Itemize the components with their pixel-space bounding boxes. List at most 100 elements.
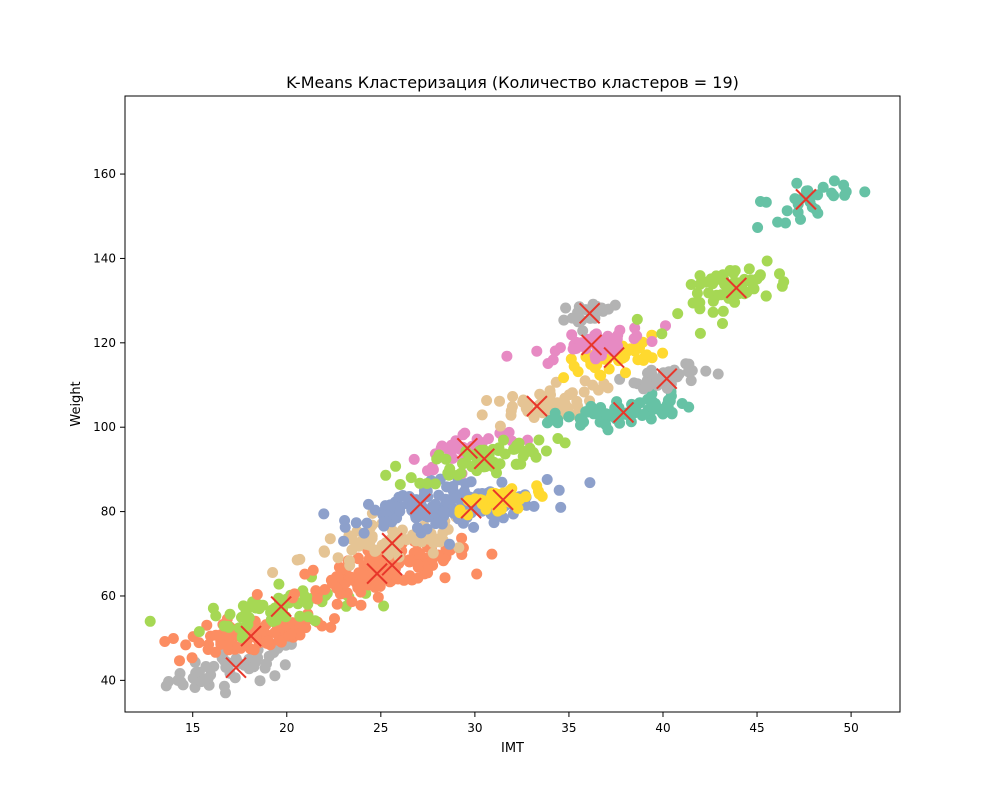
data-point bbox=[338, 535, 350, 547]
data-point bbox=[612, 340, 624, 352]
data-point bbox=[752, 222, 764, 233]
data-point bbox=[430, 518, 442, 530]
data-point bbox=[533, 434, 545, 446]
data-point bbox=[488, 517, 500, 529]
data-point bbox=[273, 635, 285, 646]
centroid-markers bbox=[225, 188, 817, 679]
data-point bbox=[438, 506, 450, 518]
data-point bbox=[419, 510, 431, 522]
data-point bbox=[492, 445, 504, 456]
data-point bbox=[634, 397, 646, 409]
data-point bbox=[506, 496, 517, 508]
data-point bbox=[248, 644, 260, 656]
centroid-marker bbox=[603, 346, 625, 369]
data-point bbox=[517, 450, 529, 462]
y-tick-label: 120 bbox=[93, 336, 116, 350]
data-points bbox=[144, 175, 871, 699]
centroid-marker bbox=[409, 493, 432, 515]
data-point bbox=[431, 453, 443, 465]
x-tick-label: 50 bbox=[843, 721, 858, 735]
x-tick-label: 40 bbox=[655, 721, 670, 735]
data-point bbox=[545, 389, 556, 401]
data-point bbox=[202, 672, 214, 684]
data-point bbox=[144, 615, 156, 627]
data-point bbox=[240, 606, 252, 618]
y-axis: 40 60 80 100 120 140 160 bbox=[93, 167, 125, 687]
data-point bbox=[685, 279, 697, 290]
data-point bbox=[641, 349, 653, 361]
data-point bbox=[694, 327, 706, 339]
data-point bbox=[414, 548, 426, 560]
data-point bbox=[761, 255, 773, 267]
data-point bbox=[483, 433, 494, 445]
data-point bbox=[673, 368, 685, 380]
data-point bbox=[506, 401, 518, 413]
data-point bbox=[584, 477, 596, 489]
data-point bbox=[263, 650, 275, 662]
data-point bbox=[838, 179, 850, 191]
data-point bbox=[717, 305, 729, 317]
data-point bbox=[506, 483, 518, 495]
data-point bbox=[494, 420, 506, 432]
data-point bbox=[294, 610, 306, 622]
data-point bbox=[703, 287, 715, 299]
data-point bbox=[299, 568, 311, 580]
data-point bbox=[291, 554, 303, 566]
centroid-marker bbox=[381, 532, 403, 554]
data-point bbox=[259, 662, 271, 674]
data-point bbox=[826, 187, 838, 199]
data-point bbox=[501, 350, 513, 362]
data-point bbox=[707, 306, 719, 318]
data-point bbox=[333, 561, 345, 573]
y-tick-label: 40 bbox=[101, 673, 116, 687]
data-point bbox=[406, 574, 418, 586]
data-point bbox=[267, 616, 279, 627]
centroid-marker bbox=[381, 554, 403, 576]
data-point bbox=[394, 505, 406, 517]
data-point bbox=[235, 642, 247, 654]
data-point bbox=[223, 630, 235, 642]
data-point bbox=[412, 522, 423, 534]
data-point bbox=[625, 416, 637, 428]
data-point bbox=[628, 377, 640, 389]
data-point bbox=[457, 458, 468, 470]
data-point bbox=[422, 567, 434, 579]
data-point bbox=[267, 567, 279, 578]
data-point bbox=[727, 287, 739, 299]
data-point bbox=[522, 406, 534, 417]
data-point bbox=[717, 318, 728, 329]
data-point bbox=[760, 290, 772, 302]
data-point bbox=[174, 655, 185, 667]
data-point bbox=[540, 445, 552, 457]
data-point bbox=[558, 314, 570, 326]
x-tick-label: 30 bbox=[467, 721, 482, 735]
data-point bbox=[453, 542, 465, 554]
data-point bbox=[202, 644, 214, 655]
data-point bbox=[632, 354, 644, 366]
data-point bbox=[672, 308, 684, 320]
data-point bbox=[353, 567, 365, 579]
data-point bbox=[200, 661, 212, 672]
data-point bbox=[511, 458, 523, 470]
data-point bbox=[817, 181, 829, 193]
y-tick-label: 60 bbox=[101, 589, 116, 603]
data-point bbox=[631, 313, 643, 325]
y-tick-label: 160 bbox=[93, 167, 116, 181]
data-point bbox=[655, 376, 667, 387]
plot-frame bbox=[124, 95, 901, 713]
y-tick-label: 80 bbox=[101, 505, 116, 519]
data-point bbox=[459, 427, 471, 439]
data-point bbox=[656, 328, 668, 340]
x-tick-label: 45 bbox=[749, 721, 764, 735]
data-point bbox=[791, 177, 803, 189]
data-point bbox=[513, 437, 525, 449]
data-point bbox=[743, 263, 755, 275]
data-point bbox=[374, 555, 386, 567]
data-point bbox=[248, 661, 260, 673]
data-point bbox=[390, 460, 402, 472]
data-point bbox=[380, 469, 392, 481]
data-point bbox=[218, 680, 230, 692]
data-point bbox=[405, 472, 417, 484]
data-point bbox=[594, 369, 606, 381]
data-point bbox=[541, 474, 553, 485]
